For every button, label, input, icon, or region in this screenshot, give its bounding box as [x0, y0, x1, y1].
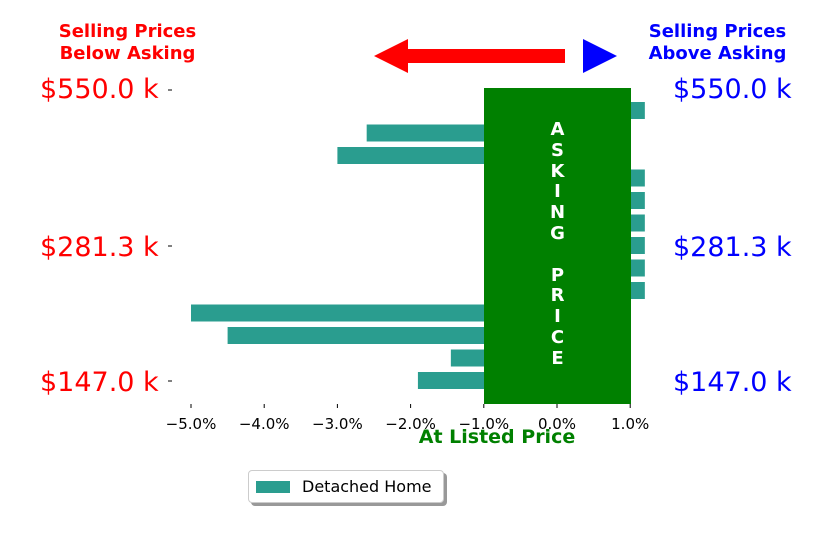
x-tick-label-4: −1.0% [458, 415, 509, 433]
price-left-middle: $281.3 k [40, 232, 159, 263]
legend-label: Detached Home [302, 477, 432, 496]
header-below-line-2: Below Asking [59, 43, 196, 64]
bar-9 [191, 304, 557, 322]
x-axis: −5.0% −4.0% −3.0% −2.0% −1.0% 0.0% 1.0% [166, 404, 649, 433]
x-axis-label: At Listed Price [418, 426, 576, 448]
header-above-line-2: Above Asking [648, 43, 787, 64]
x-tick-label-1: −4.0% [239, 415, 290, 433]
header-above-asking: Selling Prices Above Asking [630, 21, 805, 65]
asking-price-label: A S K I N G P R I C E [549, 119, 566, 369]
legend-swatch [256, 480, 290, 493]
price-right-top: $550.0 k [673, 74, 792, 105]
right-triangle-icon [583, 39, 617, 73]
price-right-middle: $281.3 k [673, 232, 792, 263]
bar-10 [227, 327, 557, 344]
price-left-top: $550.0 k [40, 74, 159, 105]
legend: Detached Home [248, 470, 444, 503]
price-left-bottom: $147.0 k [40, 367, 159, 398]
x-tick-label-3: −2.0% [385, 415, 436, 433]
y-tick-marks [168, 89, 172, 382]
x-tick-label-5: 0.0% [538, 415, 576, 433]
header-below-asking: Selling Prices Below Asking [40, 21, 215, 65]
asking-price-box [484, 88, 631, 404]
x-tick-label-2: −3.0% [312, 415, 363, 433]
left-arrow-icon [374, 39, 565, 73]
x-tick-label-6: 1.0% [611, 415, 649, 433]
x-tick-label-0: −5.0% [166, 415, 217, 433]
price-right-bottom: $147.0 k [673, 367, 792, 398]
direction-arrows [374, 39, 617, 73]
header-above-line-1: Selling Prices [648, 21, 787, 42]
header-below-line-1: Selling Prices [58, 21, 197, 42]
